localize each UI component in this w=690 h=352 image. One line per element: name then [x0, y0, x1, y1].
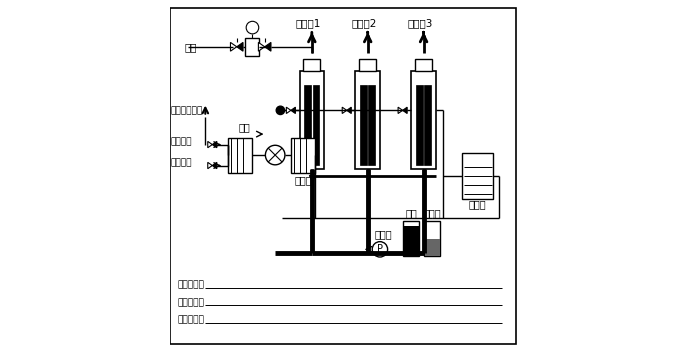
- Text: 吸附器1: 吸附器1: [295, 18, 321, 28]
- FancyBboxPatch shape: [404, 221, 420, 256]
- Text: 储槽: 储槽: [406, 208, 417, 218]
- Text: 溶剤回收液: 溶剤回收液: [177, 281, 204, 290]
- Text: 排液泵: 排液泵: [375, 229, 392, 239]
- FancyBboxPatch shape: [313, 85, 319, 165]
- Text: 空气: 空气: [239, 122, 250, 133]
- FancyBboxPatch shape: [368, 85, 375, 165]
- FancyBboxPatch shape: [246, 38, 259, 56]
- Text: 冷却水回水: 冷却水回水: [177, 316, 204, 325]
- FancyBboxPatch shape: [404, 226, 419, 256]
- Text: 分层槽: 分层槽: [424, 208, 441, 218]
- Text: 蒸汽: 蒸汽: [184, 42, 197, 52]
- Polygon shape: [258, 42, 265, 51]
- Polygon shape: [342, 107, 347, 114]
- Text: 事故尾气排放: 事故尾气排放: [170, 106, 203, 115]
- FancyBboxPatch shape: [411, 71, 436, 169]
- FancyBboxPatch shape: [304, 59, 320, 71]
- FancyBboxPatch shape: [228, 138, 253, 172]
- Text: 冷凝器: 冷凝器: [469, 200, 486, 209]
- Text: 高温尾气: 高温尾气: [170, 138, 192, 146]
- Circle shape: [276, 106, 284, 114]
- FancyBboxPatch shape: [304, 85, 311, 165]
- Text: 冷却器: 冷却器: [294, 175, 312, 185]
- Polygon shape: [291, 107, 295, 114]
- FancyBboxPatch shape: [425, 239, 440, 256]
- Polygon shape: [208, 162, 213, 169]
- FancyBboxPatch shape: [359, 59, 376, 71]
- Text: 冷却水上水: 冷却水上水: [177, 298, 204, 307]
- FancyBboxPatch shape: [424, 221, 440, 256]
- Polygon shape: [213, 142, 217, 148]
- FancyBboxPatch shape: [415, 59, 432, 71]
- FancyBboxPatch shape: [462, 153, 493, 199]
- Polygon shape: [403, 107, 407, 114]
- Polygon shape: [213, 162, 217, 169]
- FancyBboxPatch shape: [291, 138, 315, 172]
- FancyBboxPatch shape: [360, 85, 367, 165]
- Polygon shape: [265, 42, 271, 51]
- Polygon shape: [208, 142, 213, 148]
- Polygon shape: [286, 107, 291, 114]
- FancyBboxPatch shape: [355, 71, 380, 169]
- Text: 吸附器2: 吸附器2: [351, 18, 377, 28]
- Text: 吸附器3: 吸附器3: [407, 18, 433, 28]
- Polygon shape: [237, 42, 243, 51]
- FancyBboxPatch shape: [424, 85, 431, 165]
- Polygon shape: [398, 107, 403, 114]
- FancyBboxPatch shape: [416, 85, 423, 165]
- Polygon shape: [347, 107, 351, 114]
- Text: 低温尾气: 低温尾气: [170, 158, 192, 168]
- FancyBboxPatch shape: [299, 71, 324, 169]
- Text: P: P: [377, 244, 383, 254]
- Polygon shape: [230, 42, 237, 51]
